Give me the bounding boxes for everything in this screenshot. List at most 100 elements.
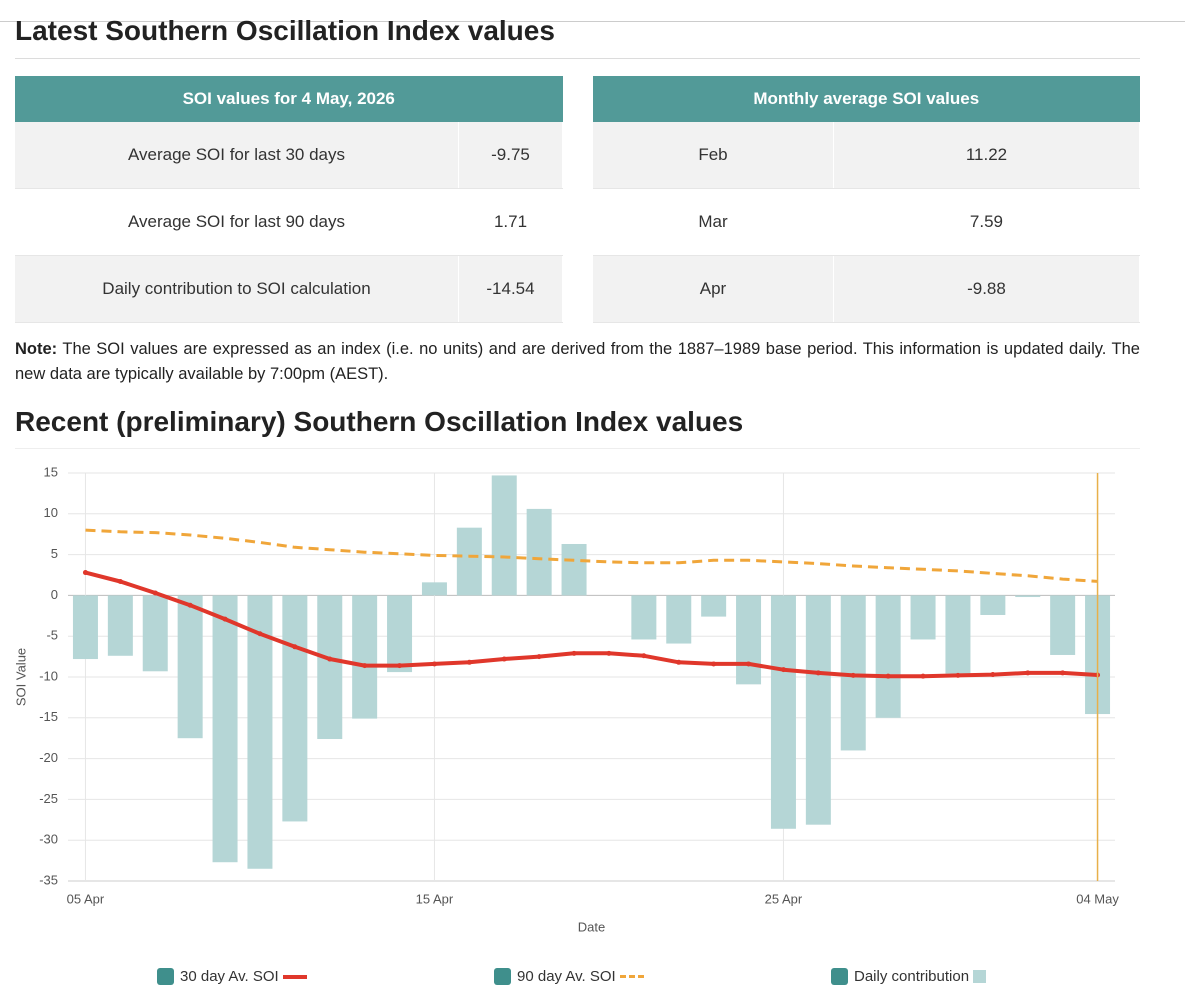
bar [945, 595, 971, 674]
line-point [746, 661, 752, 667]
line-point [990, 672, 996, 678]
section-heading: Recent (preliminary) Southern Oscillatio… [15, 406, 744, 437]
monthly-table: Monthly average SOI values Feb 11.22 Mar 7.5… [593, 76, 1141, 323]
bar [177, 595, 203, 739]
bar [736, 595, 762, 685]
legend-swatch [973, 970, 987, 983]
table-title: SOI values for 4 May, 2026 [15, 76, 563, 122]
bar [212, 595, 238, 863]
line [85, 528, 1098, 583]
line-point [955, 672, 961, 678]
header-row: SOI values for 4 May, 2026 [15, 76, 563, 122]
bar [491, 475, 517, 596]
bar [107, 595, 133, 656]
line-point [571, 650, 577, 656]
table-row: Apr -9.88 [593, 255, 1141, 323]
bar [770, 595, 796, 829]
bar [526, 508, 552, 596]
y-tick-label: 15 [44, 464, 58, 479]
x-tick-label: 05 Apr [67, 891, 105, 906]
y-tick-label: 0 [51, 587, 58, 602]
table-row: Feb 11.22 [593, 122, 1141, 189]
legend-checkbox[interactable] [494, 968, 511, 985]
legend-label: 90 day Av. SOI [517, 968, 616, 985]
row-label: Apr [593, 255, 834, 323]
line-point [1060, 670, 1066, 676]
legend-swatch [282, 974, 307, 979]
legend-checkbox[interactable] [831, 968, 848, 985]
line [85, 570, 1098, 679]
line-point [397, 663, 403, 669]
line-point [536, 654, 542, 660]
y-tick-label: -10 [39, 668, 58, 683]
row-label: Feb [593, 122, 834, 189]
line-point [920, 673, 926, 679]
note-text: The SOI values are expressed as an index… [15, 340, 1140, 383]
row-value: 7.59 [833, 188, 1141, 256]
line-point [1025, 670, 1031, 676]
row-value: -14.54 [458, 255, 564, 323]
row-value: -9.75 [458, 122, 564, 189]
line-point [606, 650, 612, 656]
bar [421, 582, 447, 596]
legend-checkbox[interactable] [157, 968, 174, 985]
bar [1050, 595, 1076, 655]
x-tick-label: 15 Apr [416, 891, 454, 906]
legend-item: 90 day Av. SOI [494, 968, 644, 985]
line-point [257, 631, 263, 637]
line-point [362, 663, 368, 669]
bar [875, 595, 901, 718]
line-point [82, 570, 88, 576]
legend-item: 30 day Av. SOI [157, 968, 307, 985]
table-row: Mar 7.59 [593, 188, 1141, 256]
y-tick-label: 10 [44, 505, 58, 520]
row-value: 11.22 [833, 122, 1141, 189]
bar [352, 595, 378, 719]
y-tick-label: -20 [39, 750, 58, 765]
line-point [780, 667, 786, 673]
top-bar-edge [0, 21, 1185, 22]
line-point [850, 672, 856, 678]
table-row: Daily contribution to SOI calculation -14… [15, 255, 564, 323]
x-axis-title: Date [578, 919, 605, 934]
line-point [711, 661, 717, 667]
row-label: Average SOI for last 90 days [15, 188, 459, 256]
legend-label: Daily contribution [854, 968, 970, 985]
bar [387, 595, 413, 673]
line-point [676, 659, 682, 665]
legend-item: Daily contribution [831, 968, 987, 985]
y-tick-label: -25 [39, 791, 58, 806]
bar [142, 595, 168, 672]
table-row: Average SOI for last 90 days 1.71 [15, 188, 564, 256]
bar [247, 595, 273, 869]
row-label: Mar [593, 188, 834, 256]
y-tick-label: -15 [39, 709, 58, 724]
line-point [431, 661, 437, 667]
line-point [152, 590, 158, 596]
y-axis-title: SOI Value [13, 648, 28, 706]
y-tick-label: -5 [46, 628, 58, 643]
bar [980, 595, 1006, 615]
y-tick-label: -30 [39, 832, 58, 847]
line-point [885, 673, 891, 679]
y-tick-label: 5 [51, 546, 58, 561]
line-point [187, 602, 193, 608]
line-point [222, 616, 228, 622]
bar [701, 595, 727, 617]
bar [561, 543, 587, 596]
legend-swatch [619, 975, 644, 978]
row-label: Average SOI for last 30 days [15, 122, 459, 189]
line-point [641, 653, 647, 659]
line-point [292, 644, 298, 650]
line-point [117, 579, 123, 585]
bar [666, 595, 692, 644]
row-label: Daily contribution to SOI calculation [15, 255, 459, 323]
section-rule [15, 448, 1140, 449]
bar [72, 595, 98, 660]
bar [456, 527, 482, 596]
page-heading: Latest Southern Oscillation Index values [15, 15, 555, 46]
note: Note: The SOI values are expressed as an… [15, 337, 1140, 387]
table-title: Monthly average SOI values [593, 76, 1140, 122]
